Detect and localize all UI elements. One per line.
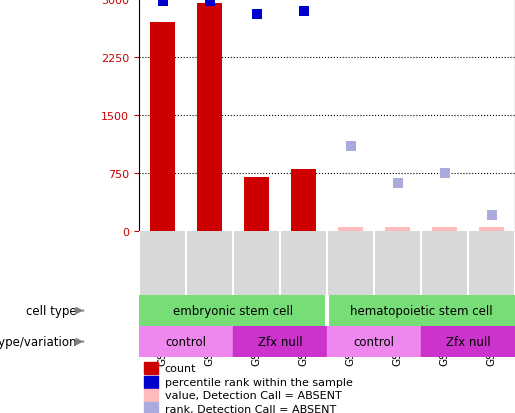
- Text: control: control: [353, 335, 394, 348]
- Text: percentile rank within the sample: percentile rank within the sample: [165, 377, 352, 387]
- Point: [347, 143, 355, 150]
- Bar: [327, 326, 421, 357]
- Text: value, Detection Call = ABSENT: value, Detection Call = ABSENT: [165, 390, 341, 400]
- Point: [487, 213, 495, 219]
- Text: Zfx null: Zfx null: [258, 335, 302, 348]
- Text: embryonic stem cell: embryonic stem cell: [173, 304, 293, 317]
- Bar: [478, 228, 504, 231]
- Bar: [290, 170, 316, 231]
- Bar: [144, 376, 158, 388]
- Bar: [421, 326, 515, 357]
- Point: [393, 180, 402, 187]
- Bar: [144, 402, 158, 413]
- Text: Zfx null: Zfx null: [445, 335, 490, 348]
- Text: genotype/variation: genotype/variation: [0, 335, 76, 348]
- Bar: [150, 23, 176, 231]
- Text: rank, Detection Call = ABSENT: rank, Detection Call = ABSENT: [165, 404, 336, 413]
- Text: hematopoietic stem cell: hematopoietic stem cell: [350, 304, 492, 317]
- Bar: [233, 326, 327, 357]
- Bar: [385, 228, 410, 231]
- Bar: [144, 362, 158, 375]
- Bar: [432, 228, 457, 231]
- Bar: [139, 326, 233, 357]
- Bar: [338, 228, 364, 231]
- Point: [299, 8, 307, 15]
- Text: cell type: cell type: [26, 304, 76, 317]
- Bar: [197, 4, 222, 231]
- Bar: [327, 295, 515, 326]
- Bar: [144, 389, 158, 401]
- Bar: [244, 177, 269, 231]
- Point: [159, 0, 167, 5]
- Point: [205, 0, 214, 5]
- Text: count: count: [165, 363, 196, 373]
- Bar: [139, 295, 327, 326]
- Point: [440, 170, 449, 177]
- Point: [252, 12, 261, 19]
- Text: control: control: [165, 335, 207, 348]
